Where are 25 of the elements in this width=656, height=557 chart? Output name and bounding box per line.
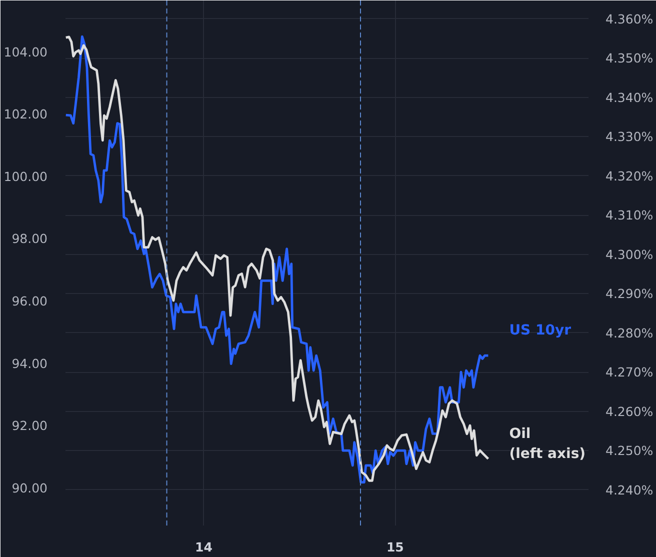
y2-tick-label: 4.240% (606, 482, 654, 498)
x-tick-label: 15 (386, 540, 404, 554)
y2-tick-label: 4.310% (606, 208, 654, 223)
series-label: Oil (left axis) (509, 426, 586, 462)
y2-tick-label: 4.280% (606, 325, 654, 340)
y-tick-label: 94.00 (12, 356, 48, 371)
x-tick-label: 14 (195, 540, 213, 554)
y2-tick-label: 4.290% (606, 286, 654, 302)
y2-tick-label: 4.330% (606, 129, 654, 144)
y2-tick-label: 4.270% (606, 364, 654, 380)
y-tick-label: 92.00 (12, 418, 48, 434)
y-tick-label: 102.00 (4, 106, 48, 122)
y2-tick-label: 4.300% (606, 246, 654, 262)
y-tick-label: 96.00 (12, 294, 48, 309)
series-label: US 10yr (509, 322, 572, 339)
y2-tick-label: 4.340% (606, 90, 654, 105)
y-tick-label: 90.00 (12, 480, 48, 496)
y2-tick-label: 4.320% (606, 168, 654, 184)
y2-tick-label: 4.260% (606, 404, 654, 419)
y-tick-label: 98.00 (12, 231, 48, 246)
y2-tick-label: 4.250% (606, 443, 654, 458)
y2-tick-label: 4.350% (606, 50, 654, 66)
y2-tick-label: 4.360% (606, 11, 654, 26)
y-tick-label: 100.00 (4, 168, 48, 184)
y-tick-label: 104.00 (4, 44, 48, 60)
